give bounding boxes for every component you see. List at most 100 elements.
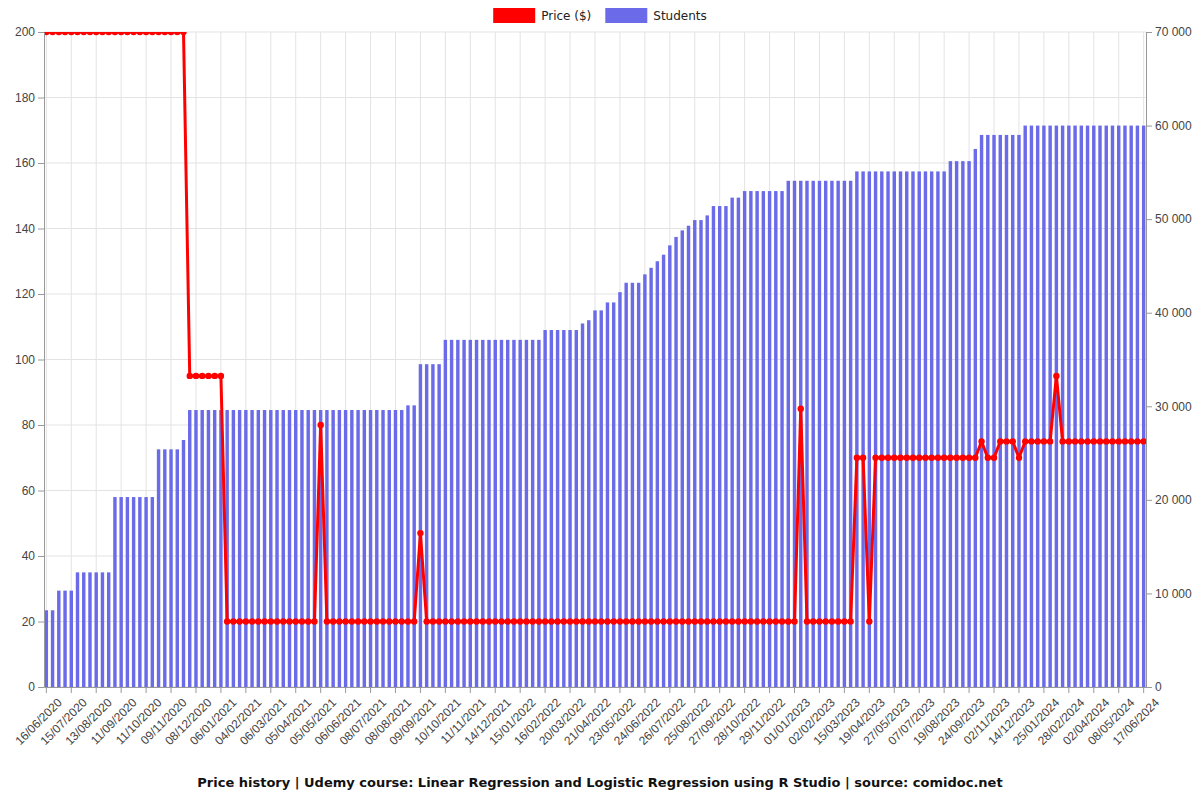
marker [816,618,822,624]
marker [174,32,180,35]
bar [163,449,166,687]
marker [860,455,866,461]
tick-mark [769,687,770,693]
tick-label: 60 [22,484,36,498]
bar [518,340,521,687]
tick-mark [38,229,44,230]
marker [130,32,136,35]
tick: 40 000 [1146,306,1192,320]
tick-mark [96,687,97,693]
marker [997,438,1003,444]
bar [394,410,397,687]
marker [436,618,442,624]
tick-mark [669,687,670,693]
tick-mark [38,163,44,164]
bar [587,320,590,687]
bar [575,330,578,687]
marker [448,618,454,624]
bar [755,191,758,687]
marker [218,373,224,379]
bar [1142,126,1145,687]
marker [1047,438,1053,444]
tick-label: 17/06/2024 [1110,695,1163,748]
marker [991,455,997,461]
bar [107,572,110,687]
marker [910,455,916,461]
marker [904,455,910,461]
bar [257,410,260,687]
bar [207,410,210,687]
bar [999,135,1002,687]
marker [255,618,261,624]
bar [1036,126,1039,687]
tick-label: 160 [15,156,35,170]
marker [268,618,274,624]
bar [1117,126,1120,687]
marker [773,618,779,624]
marker [430,618,436,624]
marker [1059,438,1065,444]
bar [45,610,48,687]
bar [350,410,353,687]
bar [836,181,839,687]
tick-label: 80 [22,418,36,432]
marker [68,32,74,35]
bar [556,330,559,687]
bar [506,340,509,687]
bar [76,572,79,687]
bar [381,410,384,687]
bar [730,198,733,687]
bar [880,171,883,687]
marker [1072,438,1078,444]
marker [1053,373,1059,379]
tick-mark [46,687,47,693]
bar [1030,126,1033,687]
tick-mark [994,687,995,693]
tick: 30 000 [1146,400,1192,414]
bar [263,410,266,687]
marker [1022,438,1028,444]
marker [667,618,673,624]
marker [461,618,467,624]
marker [105,32,111,35]
marker [411,618,417,624]
tick-label: 20 [22,615,36,629]
marker [49,32,55,35]
tick-mark [1146,126,1152,127]
bar [431,364,434,687]
marker [679,618,685,624]
marker [511,618,517,624]
marker [798,405,804,411]
marker [810,618,816,624]
tick-mark [570,687,571,693]
axis-line [1146,33,1147,688]
marker [1103,438,1109,444]
tick-mark [38,687,44,688]
bar [444,340,447,687]
tick: 120 [15,287,44,301]
bar [812,181,815,687]
tick: 200 [15,25,44,39]
tick-mark [71,687,72,693]
bar [606,302,609,687]
tick-mark [245,687,246,693]
bar [157,449,160,687]
tick-mark [195,687,196,693]
marker [56,32,62,35]
tick: 10 000 [1146,587,1192,601]
bar [905,171,908,687]
bar [1023,126,1026,687]
bar [637,283,640,687]
tick-mark [520,687,521,693]
marker [941,455,947,461]
tick: 40 [22,549,44,563]
axis-x: 16/06/202015/07/202013/08/202011/09/2020… [12,687,1162,748]
bar [356,410,359,687]
marker [417,530,423,536]
tick-mark [1146,500,1152,501]
marker [648,618,654,624]
tick-mark [1146,313,1152,314]
bar [1086,126,1089,687]
tick: 140 [15,222,44,236]
marker [928,455,934,461]
